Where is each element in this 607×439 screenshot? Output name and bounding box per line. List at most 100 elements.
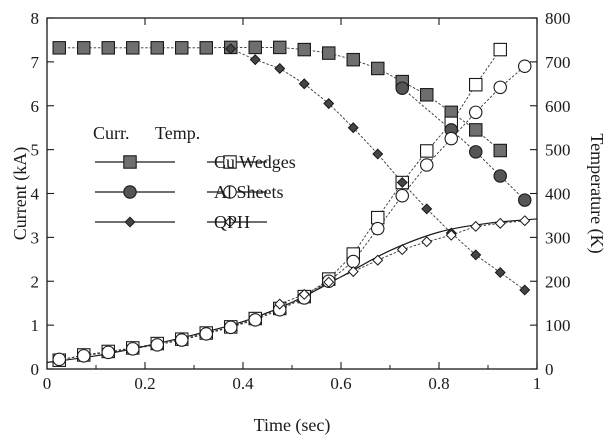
y-left-tick-label: 4: [31, 185, 40, 204]
x-tick-label: 0.4: [232, 374, 254, 393]
cu-wedges-current-point: [370, 61, 385, 76]
y-left-tick-label: 3: [31, 228, 40, 247]
qph-current-point: [519, 284, 531, 296]
al-sheets-temperature-point: [248, 313, 263, 327]
x-tick-label: 1: [533, 374, 542, 393]
cu-wedges-current-point: [52, 41, 66, 55]
qph-current-point: [421, 203, 433, 215]
y-right-tick-label: 300: [545, 228, 571, 247]
al-sheets-current-point: [517, 193, 532, 207]
x-axis-title: Time (sec): [254, 415, 331, 436]
x-tick-label: 0: [43, 374, 52, 393]
plot-frame: [46, 17, 538, 370]
cu-wedges-temperature-point: [493, 42, 507, 57]
y-left-tick-label: 8: [31, 9, 40, 28]
x-tick-label: 0.2: [134, 374, 155, 393]
al-sheets-temperature-point: [126, 342, 140, 356]
al-sheets-temperature-point: [175, 333, 189, 347]
al-sheets-temperature-point: [77, 349, 91, 363]
legend-entry-qph: QPH: [214, 212, 250, 232]
al-sheets-temperature-point: [346, 254, 360, 269]
al-sheets-temperature-point: [517, 59, 532, 74]
qph-current-point: [372, 148, 384, 160]
tick-labels: 0 0.2 0.4 0.6 0.8 101234567801002003004005006…: [31, 9, 571, 393]
cu-wedges-current-point: [272, 40, 287, 55]
legend-swatches: [95, 155, 267, 228]
y-left-tick-label: 6: [31, 97, 40, 116]
cu-wedges-current-point: [248, 40, 263, 55]
qph-current-point: [323, 98, 335, 110]
qph-current-point: [347, 122, 359, 134]
x-tick-label: 0.8: [428, 374, 449, 393]
al-sheets-temperature-point: [444, 131, 458, 146]
y-right-tick-label: 400: [545, 185, 571, 204]
y-left-tick-label: 7: [31, 53, 40, 72]
al-sheets-temperature-point: [419, 158, 434, 172]
cu-wedges-temperature-point: [419, 144, 434, 158]
y-right-tick-label: 200: [545, 272, 571, 291]
qph-temperature-point: [323, 276, 335, 288]
qph-temperature-point: [396, 244, 408, 256]
al-sheets-temperature-point: [224, 320, 238, 335]
fit-curves: [46, 218, 538, 364]
legend-header-current: Curr.: [93, 123, 130, 143]
qph-temperature-point: [519, 215, 531, 227]
y-right-tick-label: 800: [545, 9, 571, 28]
y-right-tick-label: 0: [545, 360, 554, 379]
al-sheets-temperature-point: [52, 352, 66, 367]
qph-current-point: [249, 54, 261, 66]
al-sheets-temperature-point: [370, 221, 385, 236]
axis-ticks: [46, 17, 538, 370]
qph-current-point: [298, 78, 310, 90]
al-sheets-current-point: [395, 81, 409, 95]
qph-temperature-point: [274, 298, 286, 310]
cu-wedges-current-point: [493, 143, 507, 158]
y-right-tick-label: 500: [545, 141, 571, 160]
cu-wedges-current-point: [321, 46, 336, 60]
qph-temperature-point: [372, 254, 384, 266]
legend-current-marker: [124, 216, 136, 228]
al-sheets-temperature-point: [101, 345, 116, 360]
al-sheets-temperature-point: [468, 105, 483, 120]
qph-temperature-point: [470, 220, 482, 232]
y-right-tick-label: 700: [545, 53, 571, 72]
legend-temperature-marker: [223, 155, 237, 169]
series-lines: [59, 46, 526, 361]
qph-temperature-point: [298, 288, 310, 300]
qph-temperature-point: [421, 236, 433, 248]
al-sheets-current-point: [468, 145, 483, 159]
al-sheets-temperature-point: [395, 188, 409, 203]
cu-wedges-current-point: [346, 52, 360, 67]
cu-wedges-current-point: [126, 41, 140, 55]
y-right-tick-label: 600: [545, 97, 571, 116]
qph-temperature-point: [494, 217, 506, 229]
cu-wedges-current-point: [101, 41, 116, 55]
al-sheets-temperature-point: [199, 327, 214, 341]
qph-current-point: [225, 43, 237, 55]
qph-temperature-point: [347, 266, 359, 278]
al-sheets-current-point: [493, 169, 507, 183]
cu-wedges-current-point: [175, 41, 189, 55]
x-tick-label: 0.6: [330, 374, 351, 393]
cu-wedges-temperature-point: [468, 77, 483, 92]
y-left-tick-label: 1: [31, 316, 40, 335]
legend-current-marker: [123, 155, 137, 169]
qph-temperature-fit-line: [46, 218, 538, 364]
y-right-tick-label: 100: [545, 316, 571, 335]
y-left-tick-label: 5: [31, 141, 40, 160]
y-left-tick-label: 2: [31, 272, 40, 291]
cu-wedges-current-point: [297, 42, 311, 57]
qph-current-point: [494, 266, 506, 278]
qph-current-point: [396, 177, 408, 189]
legend-temperature-marker: [224, 216, 236, 228]
cu-wedges-current-point: [468, 123, 483, 137]
qph-temperature-point: [445, 229, 457, 241]
y-axis-right-title: Temperature (K): [586, 133, 607, 253]
al-sheets-current-line: [401, 87, 526, 201]
legend-header-temperature: Temp.: [155, 123, 200, 143]
legend-temperature-marker: [223, 185, 237, 199]
qph-current-point: [274, 62, 286, 74]
qph-temperature-line: [279, 220, 525, 305]
